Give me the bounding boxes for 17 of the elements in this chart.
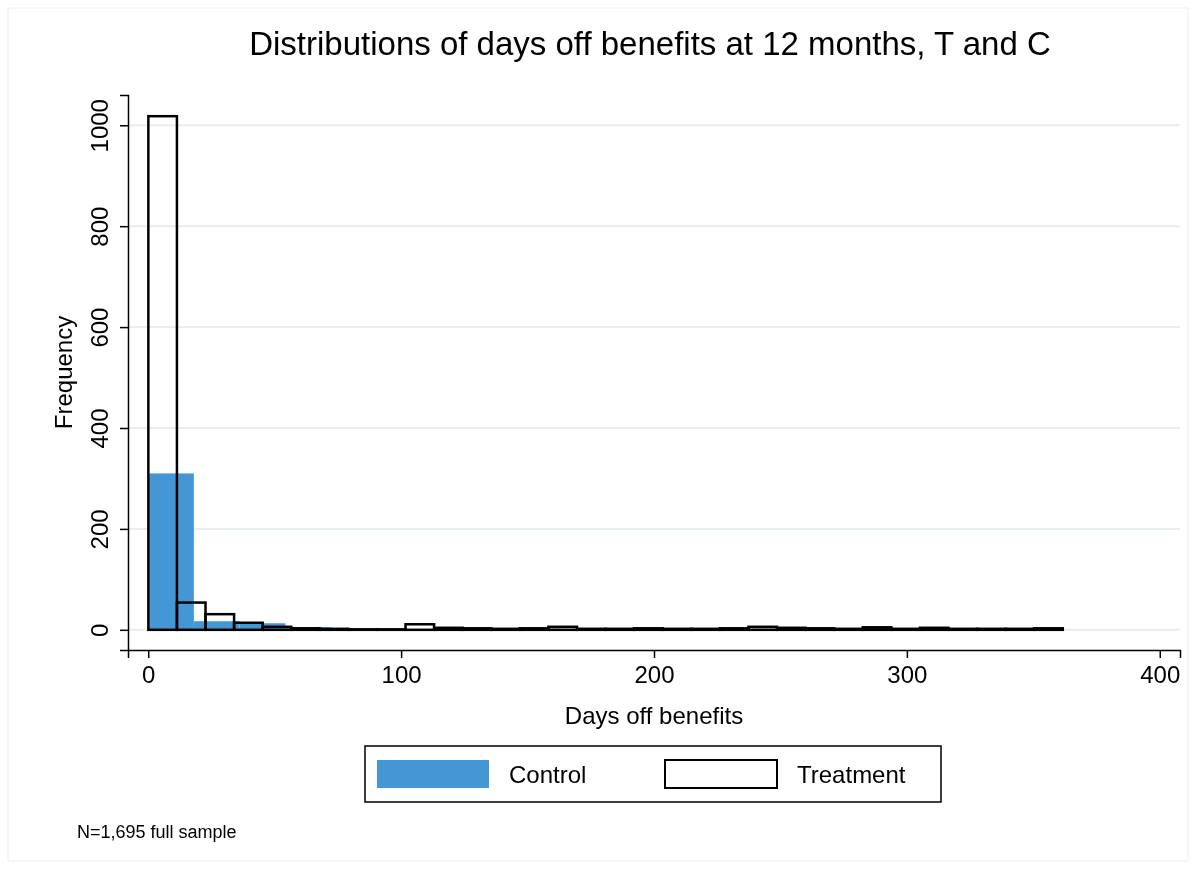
x-tick-label: 0 xyxy=(142,660,156,688)
legend-label: Treatment xyxy=(797,761,906,788)
x-tick-label: 100 xyxy=(381,660,422,688)
y-tick-label: 200 xyxy=(86,509,114,550)
legend-label: Control xyxy=(509,761,587,788)
x-axis-title: Days off benefits xyxy=(564,702,744,729)
text: N=1,695 full sample xyxy=(77,822,237,842)
y-tick-label: 1000 xyxy=(86,99,114,153)
y-tick-label: 0 xyxy=(86,623,114,637)
y-axis-title: Frequency xyxy=(50,315,77,430)
y-tick-label: 800 xyxy=(86,206,114,247)
x-tick-label: 200 xyxy=(634,660,675,688)
x-tick-label: 400 xyxy=(1140,660,1181,688)
chart-title: Distributions of days off benefits at 12 months, T and C xyxy=(249,25,1051,62)
y-tick-label: 600 xyxy=(86,307,114,348)
y-tick-label: 400 xyxy=(86,408,114,449)
x-tick-label: 300 xyxy=(887,660,928,688)
